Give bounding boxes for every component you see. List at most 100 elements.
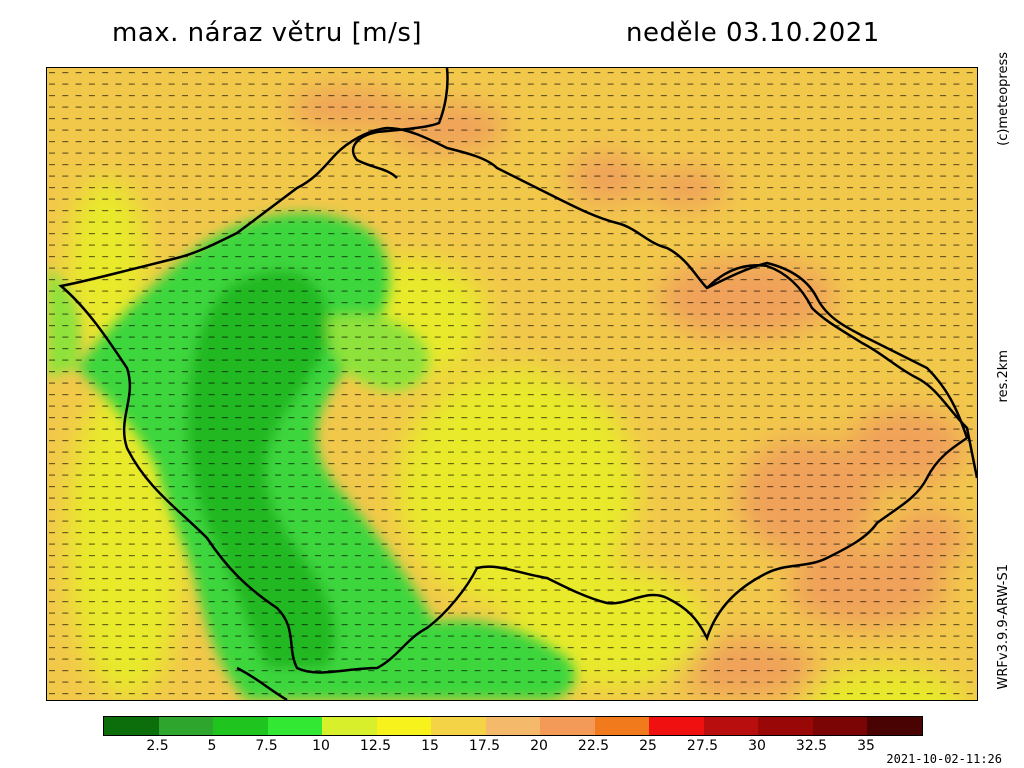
gust-value-cell [780,313,787,315]
gust-value-cell [275,267,282,269]
gust-value-cell [421,83,428,85]
gust-value-cell [288,256,295,258]
gust-value-cell [567,164,574,166]
gust-value-cell [886,221,893,223]
gust-value-cell [660,474,667,476]
gust-value-cell [75,359,82,361]
gust-value-cell [527,658,534,660]
gust-value-cell [567,555,574,557]
gust-value-cell [953,221,960,223]
gust-value-cell [474,221,481,223]
gust-value-cell [474,210,481,212]
gust-value-cell [634,198,641,200]
gust-value-cell [926,244,933,246]
gust-value-cell [261,532,268,534]
gust-value-cell [767,463,774,465]
gust-value-cell [527,681,534,683]
gust-value-cell [581,486,587,488]
gust-value-cell [182,221,188,223]
gust-value-cell [235,359,242,361]
gust-value-cell [75,152,82,154]
gust-value-cell [807,141,814,143]
gust-value-cell [434,578,441,580]
gust-value-cell [847,394,853,396]
gust-value-cell [541,440,548,442]
gust-value-cell [182,118,188,120]
gust-value-cell [820,601,827,603]
gust-value-cell [182,681,188,683]
gust-value-cell [381,267,388,269]
gust-value-cell [660,658,667,660]
gust-value-cell [807,578,814,580]
gust-value-cell [487,509,494,511]
gust-value-cell [221,210,228,212]
gust-value-cell [607,118,614,120]
gust-value-cell [248,348,255,350]
gust-value-cell [354,302,361,304]
gust-value-cell [102,95,109,97]
gust-value-cell [487,336,494,338]
gust-value-cell [49,371,55,373]
gust-value-cell [102,244,109,246]
gust-value-cell [461,486,468,488]
gust-value-cell [514,302,521,304]
gust-value-cell [620,256,627,258]
gust-value-cell [235,405,242,407]
gust-value-cell [620,578,627,580]
gust-value-cell [142,566,149,568]
gust-value-cell [926,106,933,108]
gust-value-cell [554,382,561,384]
gust-value-cell [394,348,401,350]
gust-value-cell [913,612,920,614]
gust-value-cell [62,267,69,269]
gust-value-cell [88,428,95,430]
gust-value-cell [567,428,574,430]
gust-value-cell [195,417,202,419]
gust-value-cell [115,612,122,614]
gust-value-cell [767,658,774,660]
gust-value-cell [421,210,428,212]
gust-value-cell [461,566,468,568]
gust-value-cell [275,233,282,235]
gust-value-cell [873,428,880,430]
gust-value-cell [301,141,308,143]
gust-value-cell [847,187,853,189]
gust-value-cell [966,394,973,396]
gust-value-cell [554,72,561,74]
gust-value-cell [474,175,481,177]
gust-value-cell [873,118,880,120]
gust-value-cell [49,164,55,166]
gust-value-cell [474,83,481,85]
gust-value-cell [501,359,508,361]
gust-value-cell [953,463,960,465]
gust-value-cell [767,693,774,695]
gust-value-cell [940,428,947,430]
gust-value-cell [873,382,880,384]
gust-value-cell [674,670,681,672]
gust-value-cell [421,256,428,258]
gust-value-cell [182,670,188,672]
gust-value-cell [301,72,308,74]
gust-value-cell [607,497,614,499]
gust-value-cell [607,256,614,258]
gust-value-cell [886,635,893,637]
gust-value-cell [873,233,880,235]
gust-value-cell [767,635,774,637]
gust-value-cell [527,566,534,568]
gust-value-cell [461,359,468,361]
gust-value-cell [354,279,361,281]
gust-value-cell [315,601,321,603]
gust-value-cell [394,440,401,442]
gust-value-cell [740,578,747,580]
gust-value-cell [168,83,175,85]
gust-value-cell [647,394,654,396]
gust-value-cell [913,348,920,350]
gust-value-cell [208,681,215,683]
gust-value-cell [886,95,893,97]
gust-value-cell [620,647,627,649]
gust-value-cell [953,394,960,396]
gust-value-cell [940,543,947,545]
gust-value-cell [953,555,960,557]
gust-value-cell [900,210,907,212]
gust-value-cell [833,612,840,614]
